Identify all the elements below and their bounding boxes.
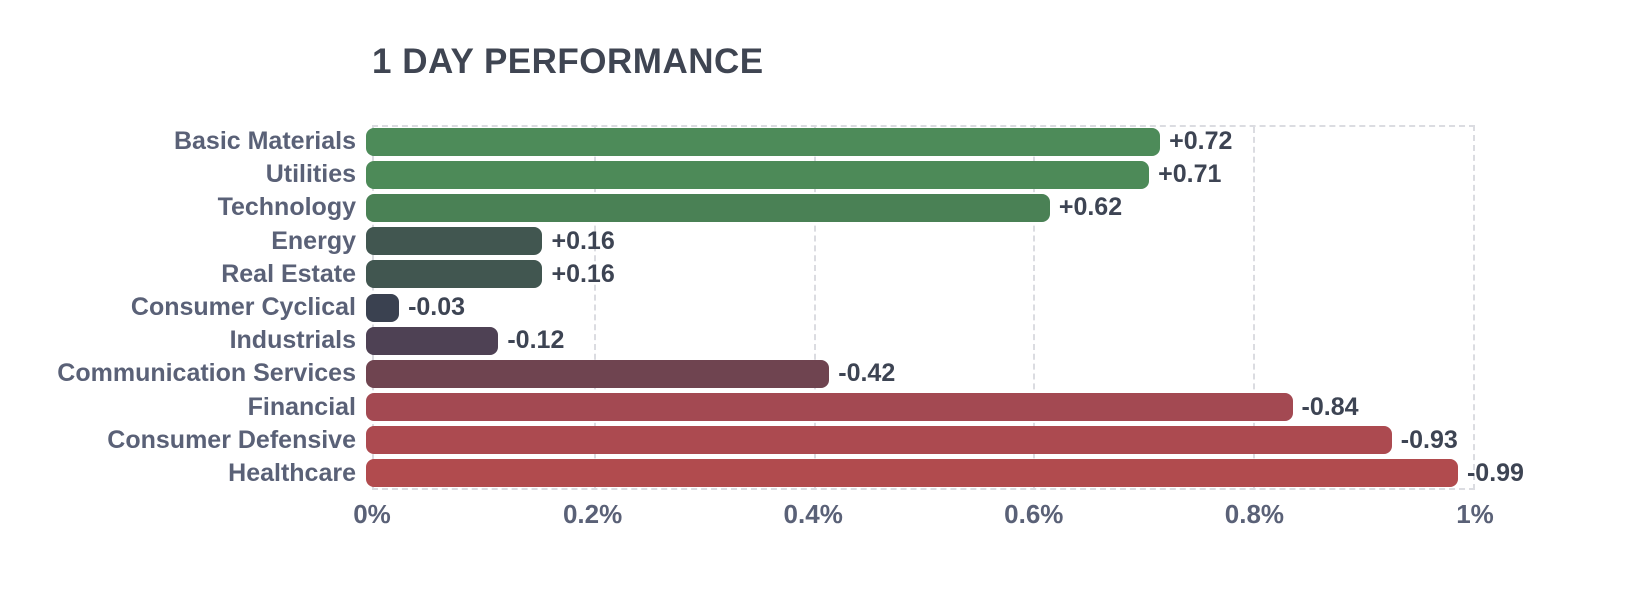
value-label: -0.93 (1400, 425, 1458, 454)
value-label: -0.12 (507, 326, 565, 355)
category-label: Communication Services (57, 359, 356, 388)
value-label: +0.16 (551, 259, 615, 288)
value-label: +0.71 (1158, 160, 1222, 189)
x-tick-label: 0.8% (1224, 499, 1285, 529)
category-label: Technology (217, 193, 356, 222)
x-tick-label: 0.4% (783, 499, 843, 529)
category-label: Healthcare (228, 458, 356, 487)
value-label: -0.99 (1466, 458, 1524, 487)
category-label: Consumer Cyclical (130, 293, 356, 322)
value-label: +0.16 (551, 226, 615, 255)
bar-track: +0.16 (366, 258, 1469, 291)
x-tick-label: 0% (353, 499, 391, 529)
value-label: -0.03 (408, 293, 466, 322)
bar-row: Consumer Defensive -0.93 (0, 424, 1636, 457)
bar-track: -0.99 (366, 457, 1524, 490)
value-label: +0.62 (1058, 193, 1123, 222)
bar-track: +0.72 (366, 125, 1469, 158)
performance-bar (366, 393, 1293, 422)
category-label: Real Estate (221, 259, 356, 288)
x-tick-label: 0.6% (1004, 499, 1064, 529)
performance-bar (366, 127, 1161, 156)
bar-track: -0.93 (366, 424, 1469, 457)
x-tick-label: 1% (1456, 499, 1494, 529)
category-label: Financial (247, 392, 356, 421)
x-tick-label: 0.2% (562, 499, 623, 529)
value-label: -0.84 (1301, 392, 1359, 421)
performance-bar (366, 459, 1458, 488)
category-label: Utilities (265, 160, 356, 189)
category-label: Consumer Defensive (107, 425, 356, 454)
bar-row: Basic Materials +0.72 (0, 125, 1636, 158)
performance-bar (366, 326, 499, 355)
bar-track: +0.71 (366, 158, 1469, 191)
bar-row: Technology +0.62 (0, 191, 1636, 224)
bar-row: Industrials -0.12 (0, 324, 1636, 357)
bar-row: Utilities +0.71 (0, 158, 1636, 191)
value-label: +0.72 (1169, 127, 1233, 156)
performance-bar (366, 193, 1050, 222)
performance-bar (366, 359, 830, 388)
x-axis: 0% 0.2% 0.4% 0.6% 0.8% 1% (353, 499, 1494, 535)
category-label: Industrials (229, 326, 356, 355)
bar-track: -0.42 (366, 357, 1469, 390)
bar-row: Energy +0.16 (0, 225, 1636, 258)
bar-row: Healthcare -0.99 (0, 457, 1636, 490)
bar-rows: Basic Materials +0.72 Utilities +0.71 Techno… (0, 125, 1636, 490)
performance-bar (366, 160, 1150, 189)
category-label: Basic Materials (173, 127, 356, 156)
performance-bar (366, 260, 543, 289)
bar-track: -0.03 (366, 291, 1469, 324)
bar-track: -0.12 (366, 324, 1469, 357)
performance-bar (366, 293, 400, 322)
bar-track: +0.16 (366, 225, 1469, 258)
bar-row: Financial -0.84 (0, 391, 1636, 424)
bar-row: Real Estate +0.16 (0, 258, 1636, 291)
value-label: -0.42 (838, 359, 896, 388)
category-label: Energy (271, 226, 356, 255)
bar-row: Communication Services -0.42 (0, 357, 1636, 390)
bar-row: Consumer Cyclical -0.03 (0, 291, 1636, 324)
performance-bar (366, 426, 1392, 455)
bar-track: +0.62 (366, 191, 1469, 224)
bar-track: -0.84 (366, 391, 1469, 424)
performance-bar (366, 227, 543, 256)
chart-title: 1 DAY PERFORMANCE (372, 42, 764, 81)
